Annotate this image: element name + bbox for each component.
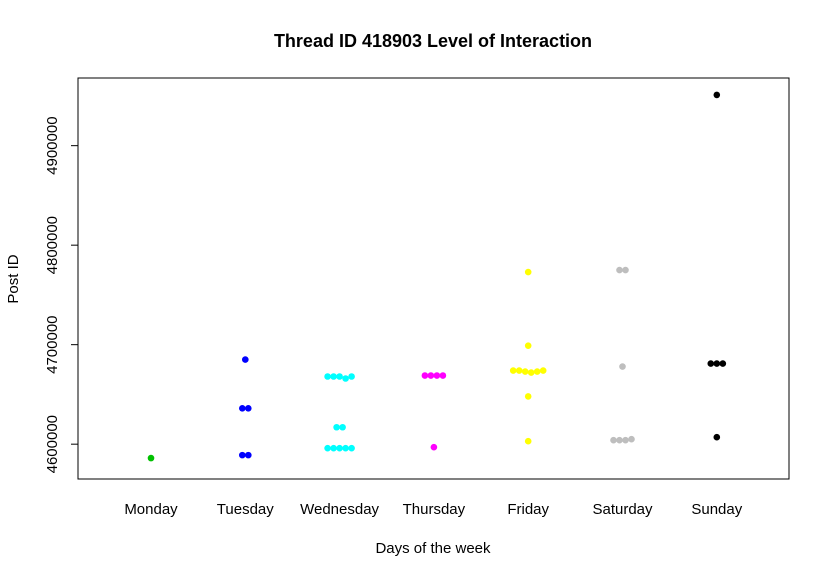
data-point-monday: [147, 454, 155, 462]
data-point-friday: [524, 393, 532, 400]
data-point-friday: [509, 367, 517, 374]
data-point-wednesday: [324, 444, 331, 452]
data-points: [147, 91, 727, 462]
data-point-wednesday: [342, 375, 349, 382]
x-tick-label-thursday: Thursday: [403, 501, 466, 518]
data-point-sunday: [707, 360, 715, 367]
chart-title: Thread ID 418903 Level of Interaction: [274, 31, 592, 51]
data-point-wednesday: [333, 423, 340, 431]
data-point-tuesday: [239, 451, 246, 459]
data-point-tuesday: [239, 405, 246, 412]
data-point-friday: [524, 268, 532, 276]
y-axis: 4600000 4700000 4800000 4900000: [44, 116, 78, 473]
data-point-thursday: [427, 372, 435, 379]
data-point-sunday: [713, 91, 721, 99]
data-point-sunday: [719, 360, 727, 367]
y-tick-label: 4700000: [44, 315, 61, 373]
y-tick-label: 4800000: [44, 216, 61, 274]
x-tick-label-tuesday: Tuesday: [217, 501, 274, 518]
y-tick-label: 4600000: [44, 415, 61, 473]
data-point-friday: [527, 369, 535, 376]
data-point-tuesday: [242, 356, 249, 363]
x-axis-label: Days of the week: [375, 540, 491, 557]
data-point-saturday: [628, 435, 635, 443]
data-point-sunday: [713, 433, 721, 441]
data-point-saturday: [616, 266, 623, 274]
data-point-wednesday: [336, 444, 343, 452]
data-point-wednesday: [330, 373, 337, 380]
x-tick-label-saturday: Saturday: [592, 501, 653, 518]
data-point-wednesday: [336, 373, 343, 380]
x-tick-label-wednesday: Wednesday: [300, 501, 379, 518]
data-point-tuesday: [245, 451, 252, 459]
data-point-wednesday: [339, 423, 346, 431]
data-point-saturday: [622, 436, 629, 444]
data-point-friday: [539, 367, 547, 374]
x-tick-label-friday: Friday: [507, 501, 549, 518]
data-point-thursday: [430, 443, 438, 451]
y-tick-label: 4900000: [44, 116, 61, 174]
data-point-thursday: [439, 372, 447, 379]
data-point-friday: [521, 368, 529, 375]
x-tick-label-sunday: Sunday: [691, 501, 742, 518]
x-tick-label-monday: Monday: [124, 501, 178, 518]
data-point-wednesday: [342, 444, 349, 452]
data-point-saturday: [610, 436, 617, 444]
data-point-friday: [524, 342, 532, 349]
data-point-saturday: [616, 436, 623, 444]
data-point-wednesday: [324, 373, 331, 380]
data-point-friday: [533, 368, 541, 375]
plot-frame: [77, 77, 790, 480]
data-point-wednesday: [348, 373, 355, 380]
data-point-saturday: [619, 363, 626, 370]
data-point-wednesday: [330, 444, 337, 452]
data-point-friday: [515, 367, 523, 374]
data-point-tuesday: [245, 405, 252, 412]
data-point-saturday: [622, 266, 629, 274]
data-point-sunday: [713, 360, 721, 367]
data-point-wednesday: [348, 444, 355, 452]
data-point-thursday: [421, 372, 429, 379]
data-point-thursday: [433, 372, 441, 379]
y-axis-label: Post ID: [5, 254, 22, 303]
x-axis: Monday Tuesday Wednesday Thursday Friday Satu…: [124, 501, 742, 518]
data-point-friday: [524, 437, 532, 445]
